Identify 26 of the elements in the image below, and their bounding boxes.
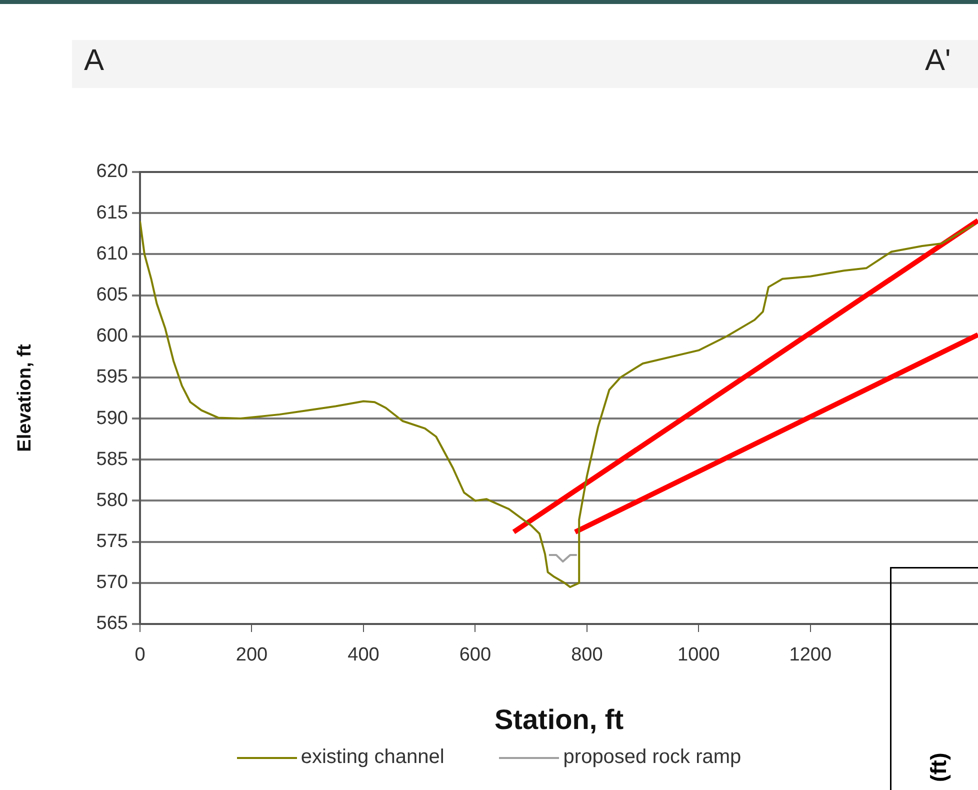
y-tick-label: 600	[96, 326, 128, 347]
y-tick-label: 610	[96, 243, 128, 264]
y-tick-label: 585	[96, 448, 128, 470]
x-tick-label: 1000	[678, 644, 720, 666]
y-axis-title: Elevation, ft	[14, 343, 36, 452]
x-tick-label: 800	[571, 644, 603, 666]
y-tick-label: 620	[96, 161, 128, 182]
y-tick-label: 595	[96, 366, 128, 388]
y-tick-label: 590	[96, 408, 128, 429]
text: (ft)	[926, 752, 952, 782]
text: A'	[925, 44, 951, 78]
x-axis-title: Station, ft	[494, 704, 624, 735]
y-tick-label: 565	[96, 613, 128, 634]
y-tick-label: 615	[96, 202, 128, 224]
y-tick-label: 575	[96, 531, 128, 552]
text: A	[84, 44, 104, 78]
legend-label: proposed rock ramp	[562, 746, 742, 769]
x-tick-label: 400	[348, 644, 380, 666]
x-tick-label: 200	[236, 644, 268, 666]
x-tick-label: 1200	[789, 644, 832, 666]
legend-label: existing channel	[300, 746, 444, 769]
x-tick-label: 600	[459, 644, 492, 666]
y-tick-label: 605	[96, 284, 128, 306]
y-tick-label: 580	[96, 490, 128, 511]
x-tick-label: 0	[134, 644, 146, 666]
y-tick-label: 570	[96, 572, 128, 594]
